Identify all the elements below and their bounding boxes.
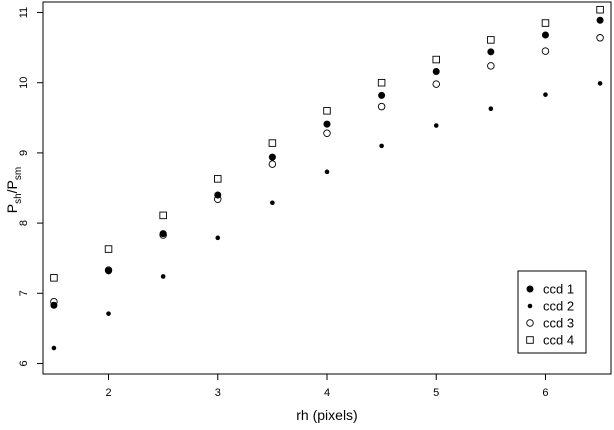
x-tick-label-5: 5 bbox=[433, 387, 439, 399]
point-ccd-3-2 bbox=[159, 231, 167, 239]
point-ccd-3-10 bbox=[596, 34, 604, 42]
point-ccd-1-5 bbox=[323, 120, 331, 128]
y-axis-title-base: P bbox=[4, 204, 20, 213]
y-tick-label-11: 11 bbox=[18, 7, 30, 18]
point-ccd-1-2 bbox=[159, 230, 167, 238]
svg-text:Psh/Psm: Psh/Psm bbox=[4, 167, 24, 213]
x-axis-title: rh (pixels) bbox=[296, 407, 357, 423]
legend-box bbox=[517, 270, 587, 354]
point-ccd-1-7 bbox=[432, 67, 440, 75]
legend-label-ccd-1: ccd 1 bbox=[543, 282, 574, 297]
point-ccd-2-3 bbox=[215, 235, 221, 241]
point-ccd-4-2 bbox=[159, 211, 167, 220]
y-axis-title-base2: P bbox=[4, 180, 20, 189]
point-ccd-3-7 bbox=[432, 80, 440, 88]
point-ccd-3-4 bbox=[268, 160, 277, 168]
point-ccd-3-6 bbox=[377, 102, 386, 111]
point-ccd-2-10 bbox=[597, 81, 603, 86]
point-ccd-2-6 bbox=[379, 143, 384, 149]
point-ccd-4-7 bbox=[432, 55, 440, 64]
point-ccd-4-6 bbox=[377, 78, 386, 87]
point-ccd-4-1 bbox=[104, 245, 113, 253]
point-ccd-1-8 bbox=[487, 48, 495, 56]
y-tick-label-10: 10 bbox=[18, 77, 30, 89]
point-ccd-2-8 bbox=[488, 106, 494, 111]
point-ccd-2-0 bbox=[51, 345, 57, 351]
legend-label-ccd-3: ccd 3 bbox=[543, 316, 574, 331]
x-tick-label-3: 3 bbox=[215, 387, 221, 399]
legend-marker-ccd-3 bbox=[526, 319, 534, 327]
point-ccd-2-7 bbox=[433, 123, 439, 128]
y-tick-label-7: 7 bbox=[18, 290, 30, 296]
series-ccd-1 bbox=[50, 16, 604, 309]
y-axis: 6 7 8 9 10 11 bbox=[18, 7, 43, 367]
data-points bbox=[50, 5, 604, 351]
point-ccd-2-5 bbox=[324, 169, 330, 175]
point-ccd-4-9 bbox=[541, 19, 550, 27]
point-ccd-3-0 bbox=[50, 297, 58, 306]
legend-label-ccd-2: ccd 2 bbox=[543, 299, 574, 314]
x-tick-label-2: 2 bbox=[105, 387, 111, 399]
y-axis-title-sub2: sm bbox=[13, 167, 24, 180]
y-axis-title-sub: sh bbox=[13, 193, 24, 204]
point-ccd-4-0 bbox=[50, 274, 58, 282]
point-ccd-4-8 bbox=[487, 36, 495, 44]
x-tick-label-6: 6 bbox=[542, 387, 548, 399]
series-ccd-2 bbox=[51, 81, 603, 351]
y-axis-title: Psh/Psm bbox=[4, 167, 24, 213]
point-ccd-3-3 bbox=[214, 195, 222, 203]
point-ccd-4-10 bbox=[596, 5, 604, 14]
point-ccd-1-4 bbox=[268, 153, 276, 161]
y-tick-label-9: 9 bbox=[18, 150, 30, 156]
point-ccd-2-2 bbox=[160, 274, 166, 279]
series-ccd-3 bbox=[50, 34, 604, 306]
point-ccd-4-3 bbox=[214, 175, 222, 183]
y-tick-label-8: 8 bbox=[18, 220, 30, 226]
point-ccd-1-9 bbox=[541, 31, 549, 39]
legend-marker-ccd-4 bbox=[526, 336, 534, 344]
point-ccd-4-5 bbox=[323, 107, 331, 115]
y-tick-label-6: 6 bbox=[18, 360, 30, 366]
legend-marker-ccd-1 bbox=[526, 285, 534, 293]
point-ccd-1-10 bbox=[596, 16, 604, 24]
point-ccd-2-4 bbox=[270, 200, 275, 206]
point-ccd-3-1 bbox=[104, 266, 113, 274]
series-ccd-4 bbox=[50, 5, 604, 282]
point-ccd-3-9 bbox=[541, 47, 550, 55]
point-ccd-3-8 bbox=[487, 62, 495, 70]
legend: ccd 1 ccd 2 ccd 3 ccd 4 bbox=[517, 270, 587, 354]
legend-label-ccd-4: ccd 4 bbox=[543, 333, 574, 348]
point-ccd-1-6 bbox=[378, 91, 386, 99]
legend-marker-ccd-2 bbox=[527, 303, 533, 309]
point-ccd-3-5 bbox=[323, 129, 331, 138]
legend-items: ccd 1 ccd 2 ccd 3 ccd 4 bbox=[526, 282, 574, 348]
y-axis-title-divider: / bbox=[4, 189, 20, 193]
point-ccd-4-4 bbox=[268, 139, 277, 147]
x-tick-label-4: 4 bbox=[324, 387, 330, 399]
point-ccd-2-9 bbox=[543, 92, 548, 97]
point-ccd-2-1 bbox=[106, 311, 111, 316]
x-axis: 2 3 4 5 6 bbox=[105, 374, 549, 399]
